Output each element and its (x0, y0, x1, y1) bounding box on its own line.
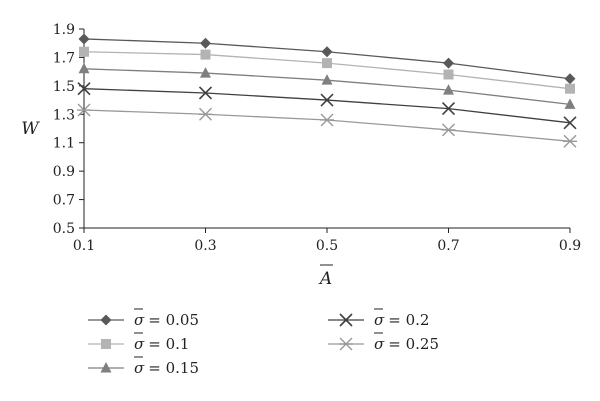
data-point (443, 84, 454, 95)
legend-value: = 0.15 (148, 359, 199, 377)
x-tick-label: 0.1 (73, 238, 95, 254)
series-line-4 (83, 88, 571, 124)
legend-sigma-symbol: σ (374, 311, 385, 329)
legend-sigma-symbol: σ (134, 311, 145, 329)
legend-marker (339, 337, 353, 351)
data-point (200, 67, 211, 78)
legend-value: = 0.2 (388, 311, 429, 329)
data-point (320, 93, 334, 107)
legend-item: σ = 0.15 (88, 356, 199, 377)
legend-sigma-symbol: σ (374, 335, 385, 353)
data-point (321, 74, 333, 85)
legend-marker (100, 314, 112, 326)
data-point (441, 102, 456, 116)
y-tick-labels: 0.5 0.7 0.9 1.1 1.3 1.5 1.7 1.9 (53, 22, 75, 237)
data-point (443, 69, 454, 80)
data-point (200, 37, 211, 49)
x-tick-label: 0.7 (437, 238, 459, 254)
x-axis-label-text: A (318, 269, 332, 289)
legend-item: σ = 0.25 (328, 332, 439, 353)
y-tick-label: 1.9 (53, 22, 75, 38)
data-point (564, 73, 576, 85)
data-point (78, 33, 90, 45)
x-tick-labels: 0.1 0.3 0.5 0.7 0.9 (73, 238, 581, 254)
legend-item: σ = 0.05 (88, 308, 199, 329)
data-point (198, 86, 213, 100)
series-markers (77, 33, 577, 148)
legend-label: σ = 0.15 (134, 359, 199, 377)
legend-sigma-symbol: σ (134, 359, 145, 377)
chart-axes (79, 28, 571, 233)
legend-label: σ = 0.1 (134, 335, 189, 353)
legend-marker (339, 313, 353, 327)
y-tick-label: 1.5 (53, 79, 75, 95)
x-axis-label: A (318, 264, 333, 289)
y-tick-label: 0.9 (53, 164, 75, 180)
x-tick-label: 0.9 (559, 238, 581, 254)
data-point (565, 83, 575, 94)
data-point (563, 116, 577, 130)
legend-label: σ = 0.2 (374, 311, 429, 329)
y-tick-label: 1.1 (53, 136, 75, 152)
data-point (77, 103, 91, 117)
data-point (443, 57, 454, 69)
legend-value: = 0.1 (148, 335, 189, 353)
legend-sigma-symbol: σ (134, 335, 145, 353)
data-point (78, 62, 90, 74)
y-tick-label: 0.7 (53, 193, 75, 209)
x-tick-label: 0.3 (194, 238, 216, 254)
data-point (320, 113, 334, 127)
legend-marker (100, 362, 112, 373)
x-tick-label: 0.5 (316, 238, 338, 254)
data-point (563, 134, 577, 148)
legend-label: σ = 0.05 (134, 311, 199, 329)
y-tick-label: 1.3 (53, 107, 75, 123)
data-point (564, 98, 576, 109)
legend-item: σ = 0.2 (328, 308, 429, 329)
data-point (441, 123, 456, 137)
y-tick-label: 0.5 (53, 221, 75, 237)
data-point (198, 107, 213, 121)
y-axis-label: W (21, 119, 40, 139)
legend-item: σ = 0.1 (88, 332, 189, 353)
data-point (321, 46, 333, 58)
legend-label: σ = 0.25 (374, 335, 439, 353)
legend: σ = 0.05σ = 0.1σ = 0.15σ = 0.2σ = 0.25 (88, 308, 439, 377)
legend-marker (101, 339, 111, 349)
data-point (322, 58, 332, 69)
data-point (79, 46, 89, 57)
legend-value: = 0.25 (388, 335, 439, 353)
data-point (200, 49, 211, 60)
data-point (77, 82, 91, 96)
y-tick-label: 1.7 (53, 50, 75, 66)
legend-value: = 0.05 (148, 311, 199, 329)
